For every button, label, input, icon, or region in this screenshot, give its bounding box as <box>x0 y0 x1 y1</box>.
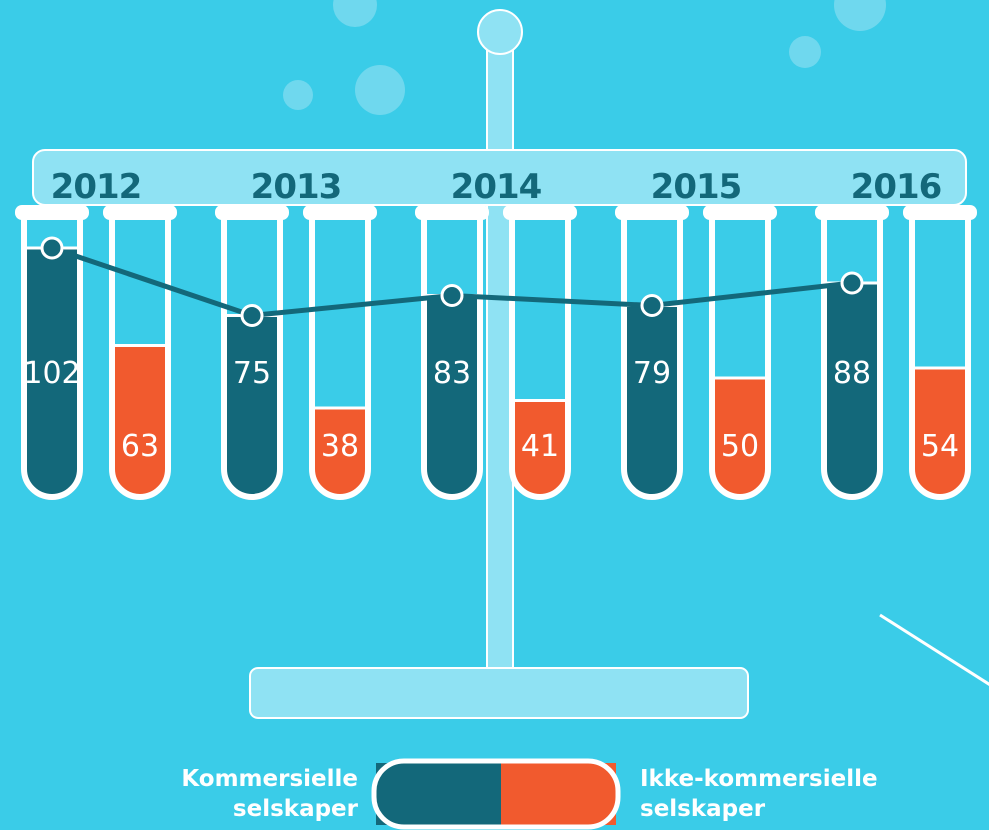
test-tube <box>309 213 371 500</box>
test-tube <box>821 213 883 500</box>
x-tick-label: 2012 <box>51 167 142 207</box>
bubble-decoration <box>333 0 377 27</box>
stand-base <box>249 667 749 719</box>
value-label: 79 <box>633 356 671 391</box>
tube-cap <box>503 205 577 220</box>
value-label: 88 <box>833 356 871 391</box>
tube-cap <box>215 205 289 220</box>
bar <box>312 408 368 497</box>
test-tube <box>709 213 771 500</box>
legend-swatch <box>501 763 616 825</box>
value-label: 38 <box>321 429 359 464</box>
value-label: 63 <box>121 429 159 464</box>
bubble-decoration <box>283 80 313 110</box>
trend-point <box>440 284 464 307</box>
value-label: 41 <box>521 429 559 464</box>
bar <box>24 248 80 497</box>
test-tube <box>21 213 83 500</box>
bubble-decoration <box>355 65 405 115</box>
value-label: 83 <box>433 356 471 391</box>
tube-cap <box>703 205 777 220</box>
tube-cap <box>903 205 977 220</box>
bubble-decoration <box>834 0 886 31</box>
test-tube <box>909 213 971 500</box>
test-tube <box>621 213 683 500</box>
test-tube <box>421 213 483 500</box>
x-tick-label: 2016 <box>851 167 942 207</box>
value-label: 50 <box>721 429 759 464</box>
bar <box>624 305 680 497</box>
value-label: 54 <box>921 429 959 464</box>
stand-knob <box>477 9 523 55</box>
legend-swatch <box>376 763 501 825</box>
tube-cap <box>615 205 689 220</box>
x-tick-label: 2015 <box>651 167 742 207</box>
bar <box>512 400 568 497</box>
x-tick-label: 2013 <box>251 167 342 207</box>
trend-point <box>240 304 264 327</box>
bar <box>912 368 968 497</box>
bar <box>712 378 768 497</box>
test-tube <box>509 213 571 500</box>
legend-label: Kommersielle selskaper <box>181 766 358 822</box>
trend-point <box>40 236 64 260</box>
bar <box>112 345 168 497</box>
value-label: 75 <box>233 356 271 391</box>
trend-point <box>640 294 664 317</box>
tube-cap <box>415 205 489 220</box>
trend-point <box>840 271 864 295</box>
bubble-decoration <box>789 36 821 68</box>
bar <box>224 315 280 497</box>
tube-cap <box>815 205 889 220</box>
value-label: 102 <box>23 356 80 391</box>
tube-cap <box>103 205 177 220</box>
legend-pill <box>371 758 621 830</box>
x-tick-label: 2014 <box>451 167 542 207</box>
legend-label: Ikke-kommersielle selskaper <box>640 766 878 822</box>
tube-cap <box>15 205 89 220</box>
bar <box>424 295 480 497</box>
decoration-line <box>879 613 989 686</box>
shelf <box>32 149 967 206</box>
test-tube <box>221 213 283 500</box>
legend-border <box>371 758 621 830</box>
tube-cap <box>303 205 377 220</box>
test-tube <box>109 213 171 500</box>
bar <box>824 283 880 497</box>
